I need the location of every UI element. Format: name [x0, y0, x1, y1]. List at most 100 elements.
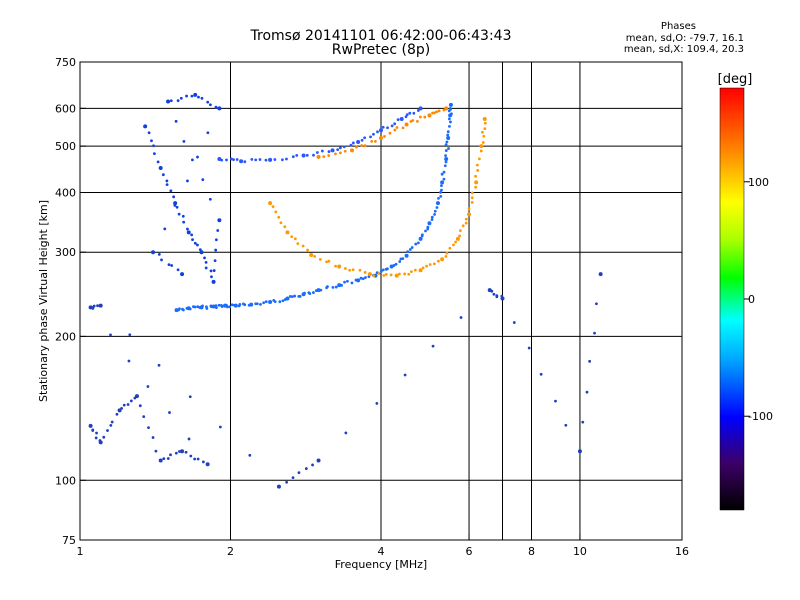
data-point — [232, 158, 235, 162]
data-point — [375, 401, 379, 405]
data-point — [482, 134, 486, 138]
data-point — [162, 457, 166, 461]
y-tick-label: 750 — [55, 56, 76, 69]
data-point — [291, 155, 295, 159]
x-tick-label: 4 — [378, 545, 385, 558]
phase-stats-x: mean, sd,X: 109.4, 20.3 — [623, 44, 744, 55]
data-point — [204, 266, 208, 270]
data-point — [173, 203, 177, 207]
data-point — [442, 177, 446, 181]
data-point — [152, 152, 156, 156]
data-point — [539, 372, 543, 376]
data-point — [180, 449, 185, 454]
data-point — [411, 119, 415, 122]
data-point — [363, 136, 367, 140]
data-point — [439, 191, 442, 194]
data-point — [91, 429, 95, 432]
data-point — [598, 272, 603, 277]
data-point — [179, 96, 183, 100]
data-point — [437, 109, 441, 113]
data-point — [180, 272, 185, 277]
y-tick-label: 500 — [55, 140, 76, 153]
data-point — [399, 116, 404, 121]
data-point — [181, 214, 185, 218]
data-point — [150, 139, 153, 143]
data-point — [348, 268, 352, 272]
data-point — [201, 304, 204, 308]
data-point — [127, 359, 131, 363]
data-point — [390, 124, 394, 128]
colorbar-tick-label: 0 — [748, 293, 755, 306]
data-point — [311, 463, 314, 467]
data-point — [157, 252, 161, 256]
data-point — [235, 158, 239, 161]
data-point — [483, 127, 487, 131]
data-point — [449, 120, 452, 124]
data-point — [479, 149, 483, 153]
y-tick-label: 600 — [55, 102, 76, 115]
data-point — [444, 154, 447, 158]
data-point — [220, 158, 224, 162]
data-point — [554, 399, 557, 403]
data-point — [481, 130, 484, 134]
data-point — [193, 92, 198, 97]
data-point — [243, 160, 247, 164]
data-point — [176, 99, 180, 103]
data-point — [564, 423, 568, 427]
data-point — [318, 257, 322, 261]
data-point — [355, 145, 358, 149]
data-point — [359, 276, 363, 280]
data-point — [175, 205, 179, 209]
data-point — [285, 480, 289, 484]
data-point — [444, 143, 448, 147]
data-point — [126, 403, 130, 406]
data-point — [386, 126, 389, 130]
data-point — [337, 264, 342, 269]
data-point — [138, 404, 142, 408]
data-point — [445, 140, 449, 144]
data-point — [459, 316, 463, 319]
data-point — [470, 196, 474, 200]
data-point — [187, 437, 191, 441]
data-point — [211, 304, 216, 309]
colorbar-tick-label: -100 — [748, 410, 773, 423]
data-point — [425, 264, 428, 268]
data-point — [143, 124, 148, 129]
data-point — [432, 262, 436, 266]
data-point — [196, 243, 199, 247]
data-point — [478, 157, 481, 161]
x-tick-label: 6 — [466, 545, 473, 558]
data-point — [186, 230, 191, 235]
data-point — [445, 251, 449, 255]
data-point — [304, 467, 308, 470]
data-point — [157, 363, 161, 367]
data-point — [433, 209, 437, 213]
data-point — [443, 164, 447, 168]
data-point — [444, 254, 448, 258]
data-point — [279, 221, 283, 225]
data-point — [290, 295, 294, 299]
data-point — [474, 174, 478, 178]
data-point — [230, 157, 233, 161]
data-point — [326, 285, 329, 288]
data-point — [291, 476, 295, 480]
data-point — [410, 246, 414, 249]
data-point — [459, 229, 462, 233]
data-point — [169, 189, 173, 193]
data-point — [415, 120, 419, 123]
data-point — [151, 250, 156, 255]
data-point — [447, 117, 451, 121]
data-point — [418, 115, 422, 119]
data-point — [264, 158, 268, 162]
data-point — [381, 268, 385, 272]
data-point — [360, 144, 364, 147]
data-point — [481, 141, 485, 144]
data-point — [271, 205, 275, 209]
data-point — [161, 173, 165, 177]
data-point — [315, 151, 319, 154]
data-point — [444, 149, 448, 152]
data-point — [167, 263, 171, 267]
data-point — [325, 260, 328, 264]
data-point — [305, 153, 309, 157]
y-axis-label: Stationary phase Virtual Height [km] — [37, 200, 50, 402]
